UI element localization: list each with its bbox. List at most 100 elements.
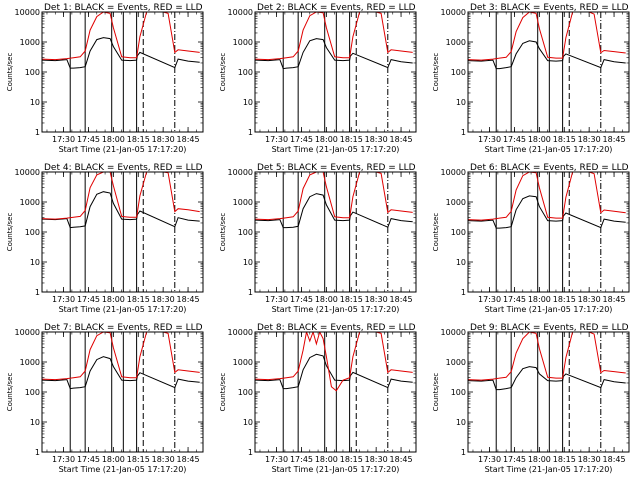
x-tick-label: 18:30 [365, 455, 388, 464]
time-markers [282, 12, 389, 132]
time-markers [69, 332, 176, 452]
y-axis-label: Counts/sec [432, 53, 440, 92]
x-tick-label: 18:15 [340, 135, 363, 144]
x-tick-label: 18:15 [553, 455, 576, 464]
y-tick-label: 100 [451, 388, 466, 397]
series-line-events [42, 191, 200, 229]
detector-panel-8: Det 8: BLACK = Events, RED = LLD 1 10 100 10… [219, 323, 417, 474]
panel-title: Det 7: BLACK = Events, RED = LLD [44, 323, 203, 333]
x-axis-label: Start Time (21-Jan-05 17:17:20) [59, 465, 187, 474]
x-tick-label: 18:15 [127, 295, 150, 304]
x-axis-label: Start Time (21-Jan-05 17:17:20) [272, 145, 400, 154]
series-line-events [468, 366, 626, 391]
y-tick-label: 1 [461, 448, 466, 457]
y-tick-label: 1 [248, 288, 253, 297]
x-tick-label: 18:00 [102, 455, 125, 464]
y-tick-label: 100 [451, 68, 466, 77]
y-tick-label: 100 [238, 388, 253, 397]
x-tick-label: 17:30 [265, 455, 288, 464]
series-line-lld [255, 172, 413, 221]
x-tick-label: 18:15 [553, 135, 576, 144]
x-axis-label: Start Time (21-Jan-05 17:17:20) [485, 305, 613, 314]
series-line-events [255, 193, 413, 229]
y-axis-label: Counts/sec [6, 53, 14, 92]
x-tick-label: 17:30 [52, 135, 75, 144]
y-tick-label: 10 [30, 418, 40, 427]
x-axis-label: Start Time (21-Jan-05 17:17:20) [59, 305, 187, 314]
x-tick-label: 17:45 [77, 455, 100, 464]
x-tick-label: 17:45 [503, 135, 526, 144]
y-axis-label: Counts/sec [432, 213, 440, 252]
y-tick-label: 10 [243, 98, 253, 107]
x-tick-label: 17:30 [478, 295, 501, 304]
y-tick-label: 10 [456, 98, 466, 107]
x-tick-label: 18:30 [578, 135, 601, 144]
y-tick-label: 1 [248, 128, 253, 137]
detector-panel-2: Det 2: BLACK = Events, RED = LLD 1 10 100 10… [219, 3, 417, 154]
x-tick-label: 18:15 [340, 295, 363, 304]
x-tick-label: 18:45 [177, 135, 200, 144]
detector-panel-5: Det 5: BLACK = Events, RED = LLD 1 10 100 10… [219, 163, 417, 314]
x-tick-label: 17:30 [52, 295, 75, 304]
x-tick-label: 17:45 [503, 295, 526, 304]
time-markers [69, 172, 176, 292]
x-tick-label: 18:45 [390, 455, 413, 464]
x-tick-label: 18:30 [152, 455, 175, 464]
panel-title: Det 8: BLACK = Events, RED = LLD [257, 323, 416, 333]
plot-frame [41, 171, 204, 293]
y-tick-label: 10000 [228, 168, 253, 177]
y-tick-label: 10000 [441, 328, 466, 337]
series-line-events [468, 195, 626, 229]
y-axis-label: Counts/sec [219, 373, 227, 412]
y-tick-label: 1000 [233, 198, 253, 207]
panel-title: Det 9: BLACK = Events, RED = LLD [470, 323, 629, 333]
x-tick-label: 18:30 [365, 135, 388, 144]
y-tick-label: 100 [238, 68, 253, 77]
y-tick-label: 1000 [20, 38, 40, 47]
y-tick-label: 10 [456, 418, 466, 427]
panel-title: Det 6: BLACK = Events, RED = LLD [470, 163, 629, 173]
series-line-lld [468, 12, 626, 61]
y-tick-label: 10000 [15, 8, 40, 17]
time-markers [282, 332, 389, 452]
y-axis-ticks: 1 10 100 1000 10000 17:30 17:45 18:00 18:15 18:30… [228, 168, 416, 304]
panel-title: Det 1: BLACK = Events, RED = LLD [44, 3, 203, 13]
y-tick-label: 10 [30, 98, 40, 107]
x-axis-label: Start Time (21-Jan-05 17:17:20) [272, 305, 400, 314]
y-tick-label: 1000 [446, 198, 466, 207]
y-tick-label: 1 [35, 288, 40, 297]
y-tick-label: 10000 [15, 328, 40, 337]
y-tick-label: 10 [456, 258, 466, 267]
y-tick-label: 1 [461, 288, 466, 297]
x-tick-label: 18:30 [578, 455, 601, 464]
x-tick-label: 18:00 [315, 135, 338, 144]
series-line-lld [42, 12, 200, 61]
y-axis-ticks: 1 10 100 1000 10000 17:30 17:45 18:00 18:15 18:30… [441, 168, 629, 304]
x-tick-label: 18:45 [177, 455, 200, 464]
panel-title: Det 5: BLACK = Events, RED = LLD [257, 163, 416, 173]
panel-title: Det 2: BLACK = Events, RED = LLD [257, 3, 416, 13]
x-tick-label: 17:45 [290, 295, 313, 304]
y-tick-label: 1 [461, 128, 466, 137]
plot-frame [467, 11, 630, 133]
y-tick-label: 100 [238, 228, 253, 237]
plot-frame [254, 171, 417, 293]
x-tick-label: 18:45 [603, 295, 626, 304]
y-tick-label: 10000 [228, 8, 253, 17]
y-axis-ticks: 1 10 100 1000 10000 17:30 17:45 18:00 18:15 18:30… [228, 328, 416, 464]
y-tick-label: 1 [35, 448, 40, 457]
series-line-events [255, 353, 413, 390]
detector-panel-7: Det 7: BLACK = Events, RED = LLD 1 10 100 10… [6, 323, 204, 474]
series-line-lld [255, 12, 413, 61]
x-tick-label: 18:00 [315, 295, 338, 304]
x-tick-label: 18:45 [390, 135, 413, 144]
panel-title: Det 4: BLACK = Events, RED = LLD [44, 163, 203, 173]
y-tick-label: 10 [243, 258, 253, 267]
x-tick-label: 18:30 [152, 135, 175, 144]
series-line-lld [468, 172, 626, 221]
x-tick-label: 17:45 [290, 135, 313, 144]
x-axis-label: Start Time (21-Jan-05 17:17:20) [59, 145, 187, 154]
series-line-lld [468, 332, 626, 381]
x-axis-label: Start Time (21-Jan-05 17:17:20) [485, 145, 613, 154]
x-tick-label: 18:15 [553, 295, 576, 304]
